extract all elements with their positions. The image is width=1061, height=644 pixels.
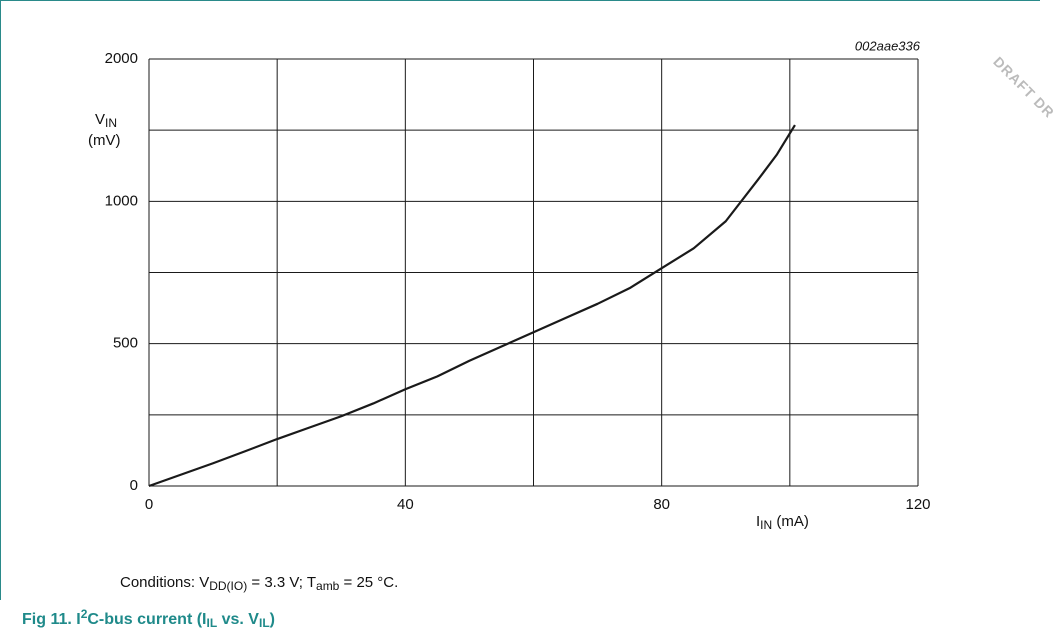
x-tick-label: 40: [397, 496, 414, 513]
y-axis-label-part: IN: [105, 116, 117, 130]
conditions-note-part: DD(IO): [209, 579, 247, 593]
figure-caption-part: 2: [81, 607, 88, 621]
x-axis-label-part: I: [756, 513, 760, 530]
conditions-note-part: = 25 °C.: [339, 574, 398, 591]
x-tick-label: 0: [145, 496, 153, 513]
x-tick-label: 120: [905, 496, 930, 513]
watermark: DRAFT DR: [990, 53, 1058, 121]
y-axis-unit: (mV): [88, 132, 121, 149]
y-tick-label: 1000: [105, 192, 138, 209]
data-line: [148, 124, 796, 488]
figure-caption-part: IL: [207, 616, 218, 630]
figure-caption-part: vs. V: [217, 611, 259, 628]
x-tick-label: 80: [653, 496, 670, 513]
conditions-note-part: amb: [316, 579, 340, 593]
conditions-note-part: Conditions: V: [120, 574, 209, 591]
figure-code: 002aae336: [855, 38, 921, 53]
figure-caption-part: C-bus current (I: [87, 611, 206, 628]
figure-caption-part: IL: [259, 616, 270, 630]
figure-caption-part: Fig 11. I: [22, 611, 81, 628]
y-axis-label-part: V: [95, 111, 105, 128]
x-axis-label-part: (mA): [772, 513, 809, 530]
y-tick-label: 500: [113, 335, 138, 352]
conditions-note-part: = 3.3 V; T: [247, 574, 316, 591]
figure-caption-part: ): [270, 611, 275, 628]
x-axis-label-part: IN: [760, 518, 772, 532]
y-tick-label: 2000: [105, 50, 138, 67]
y-axis-label: VIN: [95, 111, 117, 130]
figure-caption: Fig 11. I2C-bus current (IIL vs. VIL): [22, 607, 275, 630]
conditions-note: Conditions: VDD(IO) = 3.3 V; Tamb = 25 °…: [120, 574, 398, 593]
y-tick-label: 0: [130, 477, 138, 494]
x-axis-label: IIN (mA): [756, 513, 809, 532]
